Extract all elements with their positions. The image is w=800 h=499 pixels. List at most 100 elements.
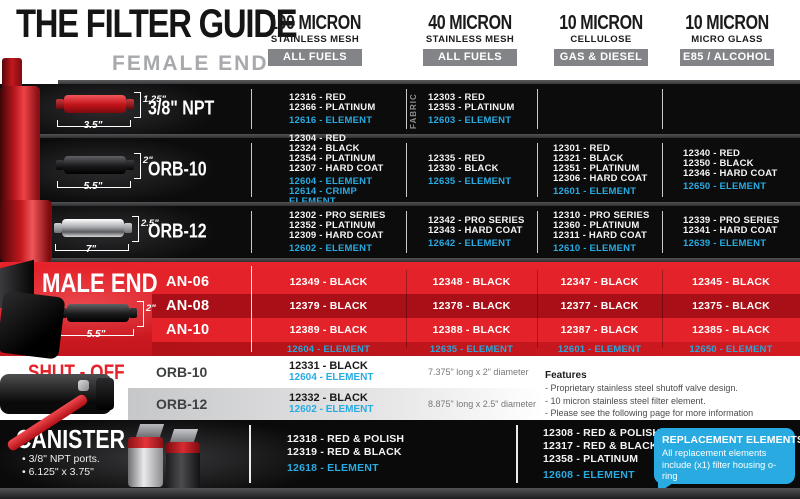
element-list: 12642 - ELEMENT	[428, 237, 537, 249]
length-dimension-bracket	[55, 244, 129, 251]
element-list: 12602 - ELEMENT	[289, 243, 406, 254]
npt-filter-product-image: 1.25" 3.5"	[55, 90, 166, 131]
cell-an10-10micron-cellulose: 12387 - BLACK	[560, 324, 639, 336]
column-header-40-micron: 40 MICRON STAINLESS MESH ALL FUELS	[405, 13, 535, 79]
column-divider	[537, 270, 538, 348]
element-part-number: 12601 - ELEMENT	[553, 185, 637, 197]
canister-bracket-photo	[135, 424, 165, 437]
element-part-number: 12602 - ELEMENT	[289, 404, 374, 415]
filter-end-cap	[124, 223, 132, 233]
male-row-an06: AN-06 12349 - BLACK 12348 - BLACK 12347 …	[152, 270, 800, 294]
filter-end-cap	[126, 99, 134, 109]
filter-end-cap	[56, 99, 64, 109]
canister-spec-bullet: • 3/8" NPT ports.	[22, 453, 100, 465]
height-dimension-label: 1.25"	[143, 94, 166, 105]
element-an-10micron-microglass: 12650 - ELEMENT	[689, 343, 773, 355]
male-end-title: MALE END	[42, 268, 158, 298]
element-an-40micron: 12635 - ELEMENT	[429, 343, 514, 355]
part-number: 12343 - HARD COAT	[428, 224, 523, 236]
length-dimension-bracket	[57, 120, 131, 127]
male-element-row: 12604 - ELEMENT 12635 - ELEMENT 12601 - …	[152, 342, 800, 356]
part-number: 12352 - PLATINUM	[289, 219, 376, 231]
cell-an06-40micron: 12348 - BLACK	[432, 276, 511, 288]
height-dimension-label: 2"	[143, 155, 153, 166]
orb10-filter-product-image: 2" 5.5"	[55, 151, 153, 192]
column-header-10-micron-cellulose: 10 MICRON CELLULOSE GAS & DIESEL	[535, 13, 667, 79]
part-list: 12304 - RED 12324 - BLACK 12354 - PLATINUM…	[289, 133, 406, 174]
row-label-an10: AN-10	[166, 322, 210, 338]
part-number: 12335 - RED	[428, 152, 486, 164]
element-part-number: 12635 - ELEMENT	[428, 175, 512, 187]
part-group: 12331 - BLACK 12604 - ELEMENT	[289, 356, 373, 388]
height-dimension-bracket	[134, 92, 141, 118]
element-part-number: 12614 - CRIMP ELEMENT	[289, 185, 357, 207]
row-label-an08: AN-08	[166, 298, 210, 314]
table-row-orb12: 2.5" 7" ORB-12 12302 - PRO SERIES 12352 -…	[0, 206, 800, 258]
canister-photo-red-cap	[166, 442, 200, 453]
footer-bar	[0, 488, 800, 499]
part-number: 12303 - RED	[428, 91, 486, 103]
column-divider	[406, 211, 407, 253]
part-number: 12366 - PLATINUM	[289, 101, 376, 113]
column-micron-label: 40 MICRON	[428, 12, 512, 34]
part-number: 12331 - BLACK	[289, 360, 368, 372]
element-part-number: 12603 - ELEMENT	[428, 114, 512, 126]
element-part-number: 12650 - ELEMENT	[683, 180, 767, 192]
column-header-100-micron: 100 MICRON STAINLESS MESH ALL FUELS	[250, 13, 380, 79]
column-header-10-micron-microglass: 10 MICRON MICRO GLASS E85 / ALCOHOL	[660, 13, 794, 79]
column-divider	[251, 89, 252, 129]
cell-orb10-10micron-cellulose: 12301 - RED 12321 - BLACK 12351 - PLATINUM…	[537, 138, 662, 202]
column-fuel-badge: ALL FUELS	[423, 49, 517, 66]
element-list: 12604 - ELEMENT 12614 - CRIMP ELEMENT	[289, 175, 406, 207]
element-part-number: 12618 - ELEMENT	[287, 462, 379, 474]
part-number: 12360 - PLATINUM	[553, 219, 640, 231]
length-dimension-label: 5.5"	[83, 181, 103, 192]
red-filter-photo	[0, 86, 40, 206]
feature-item: - Proprietary stainless steel shutoff va…	[545, 383, 738, 393]
part-list: 12340 - RED 12350 - BLACK 12346 - HARD COA…	[683, 148, 800, 179]
part-number: 12321 - BLACK	[553, 152, 624, 164]
part-number: 12302 - PRO SERIES	[289, 209, 386, 221]
features-list: - Proprietary stainless steel shutoff va…	[545, 382, 795, 420]
canister-spec-list: • 3/8" NPT ports. • 6.125" x 3.75"	[22, 453, 100, 479]
cell-orb10-10micron-microglass: 12340 - RED 12350 - BLACK 12346 - HARD COA…	[662, 138, 800, 202]
male-row-an10: AN-10 12389 - BLACK 12388 - BLACK 12387 …	[152, 318, 800, 342]
part-number: 12309 - HARD COAT	[289, 229, 384, 241]
table-row-orb10: 2" 5.5" ORB-10 12304 - RED 12324 - BLACK 1…	[0, 133, 800, 206]
part-number: 12310 - PRO SERIES	[553, 209, 650, 221]
shutoff-valve-photo	[0, 374, 112, 414]
cell-an06-100micron: 12349 - BLACK	[289, 276, 368, 288]
element-list: 12616 - ELEMENT	[289, 114, 406, 126]
filter-end-cap	[129, 308, 137, 318]
column-fuel-badge: E85 / ALCOHOL	[680, 49, 774, 66]
element-list: 12603 - ELEMENT	[428, 114, 537, 126]
length-dimension-label: 7"	[85, 244, 97, 255]
row-label-npt: 3/8" NPT	[148, 97, 215, 120]
element-part-number: 12642 - ELEMENT	[428, 237, 512, 249]
callout-body: All replacement elements include (x1) fi…	[662, 448, 777, 481]
column-divider	[251, 143, 252, 197]
element-part-number: 12616 - ELEMENT	[289, 114, 373, 126]
part-number: 12351 - PLATINUM	[553, 162, 640, 174]
part-list: 12316 - RED 12366 - PLATINUM	[289, 92, 406, 113]
replacement-elements-callout: REPLACEMENT ELEMENTS All replacement ele…	[654, 428, 800, 493]
element-part-number: 12604 - ELEMENT	[289, 175, 373, 187]
table-top-edge	[58, 80, 800, 84]
element-part-number: 12608 - ELEMENT	[543, 469, 635, 481]
column-divider	[662, 211, 663, 253]
element-list: 12618 - ELEMENT	[287, 462, 404, 475]
part-list: 12342 - PRO SERIES 12343 - HARD COAT	[428, 215, 537, 236]
column-divider	[537, 89, 538, 129]
cell-npt-40micron: 12303 - RED 12353 - PLATINUM 12603 - ELEM…	[406, 84, 537, 134]
part-list: 12310 - PRO SERIES 12360 - PLATINUM 12311 …	[553, 209, 662, 241]
part-number: 12324 - BLACK	[289, 142, 360, 154]
canister-bracket-photo	[169, 429, 199, 442]
column-divider	[516, 425, 518, 483]
column-divider	[406, 270, 407, 348]
cell-an08-10micron-microglass: 12375 - BLACK	[692, 300, 770, 312]
element-part-number: 12639 - ELEMENT	[683, 237, 767, 249]
table-row-npt: 1.25" 3.5" 3/8" NPT FABRIC 12316 - RED 12…	[0, 84, 800, 134]
column-divider	[251, 211, 252, 253]
column-fuel-badge: GAS & DIESEL	[554, 49, 648, 66]
